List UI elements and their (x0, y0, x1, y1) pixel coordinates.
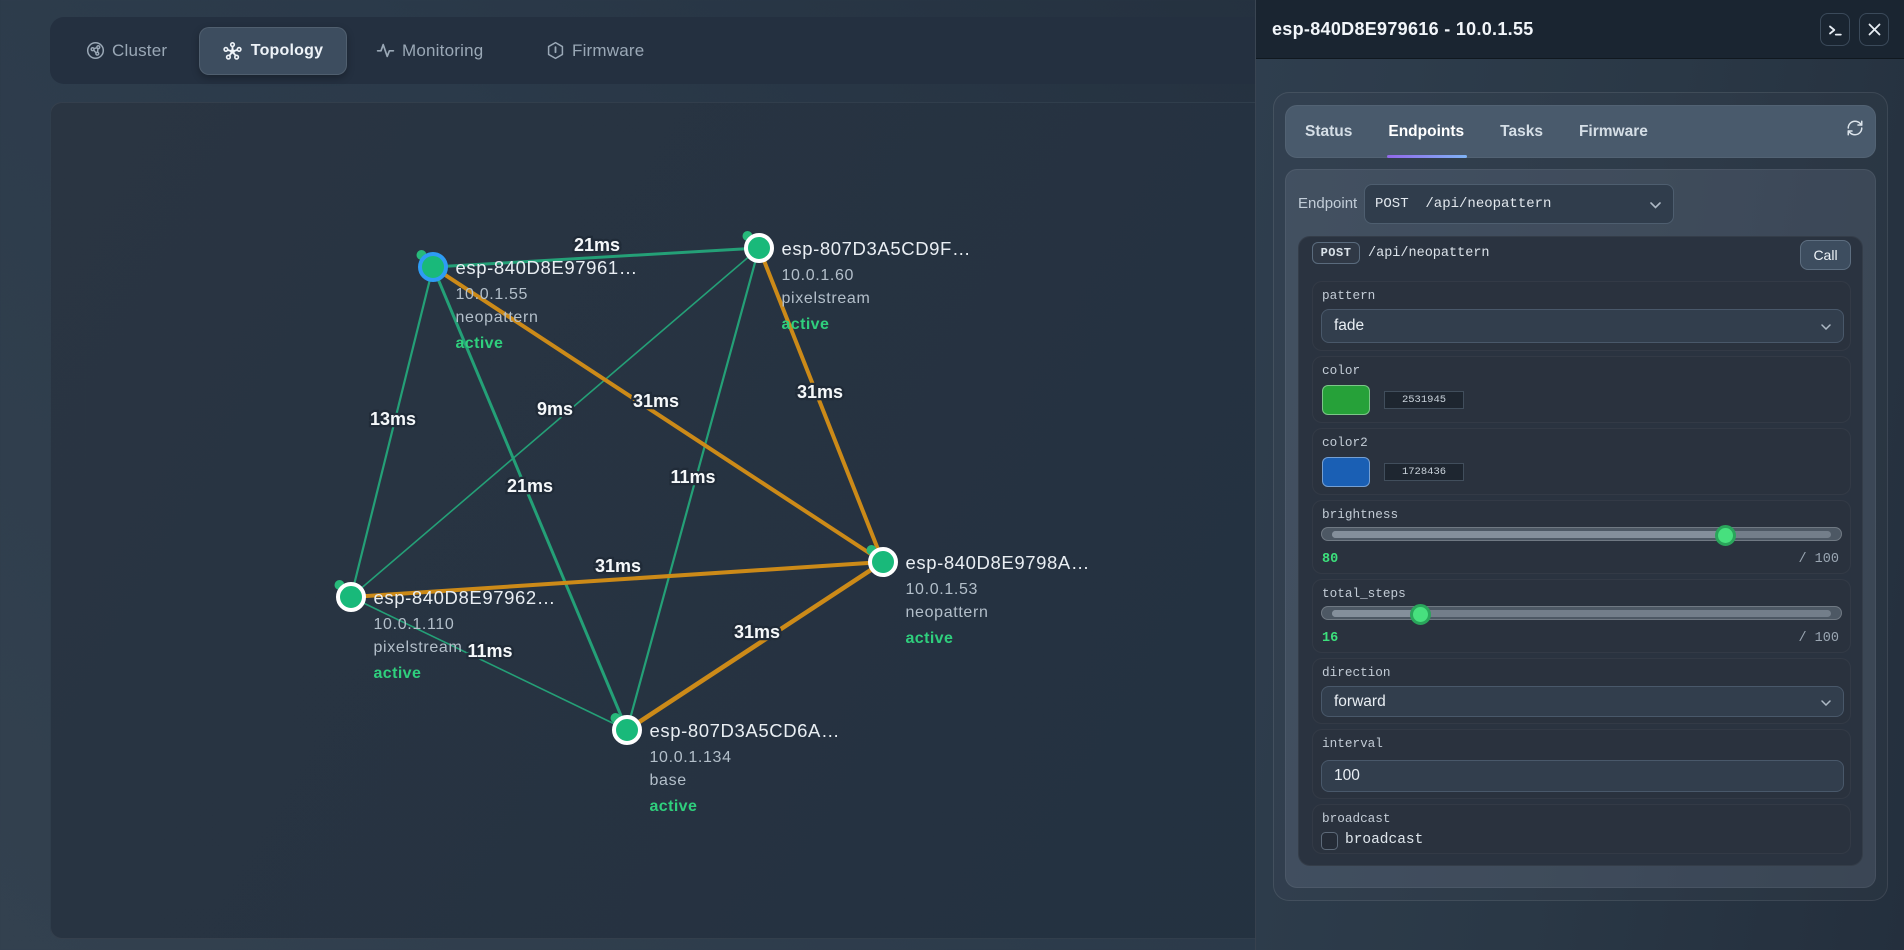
svg-text:9ms: 9ms (537, 399, 573, 419)
svg-text:esp-840D8E97961…: esp-840D8E97961… (456, 257, 638, 278)
svg-text:neopattern: neopattern (456, 309, 539, 326)
svg-text:11ms: 11ms (467, 641, 512, 661)
svg-text:active: active (374, 665, 422, 682)
svg-text:21ms: 21ms (507, 476, 553, 496)
svg-text:esp-840D8E9798A…: esp-840D8E9798A… (906, 552, 1090, 573)
svg-text:base: base (650, 772, 687, 789)
svg-text:10.0.1.134: 10.0.1.134 (650, 749, 732, 766)
svg-text:pixelstream: pixelstream (374, 639, 463, 656)
svg-text:active: active (782, 316, 830, 333)
svg-text:active: active (650, 798, 698, 815)
svg-text:13ms: 13ms (370, 409, 416, 429)
svg-text:21ms: 21ms (574, 235, 620, 255)
svg-text:10.0.1.60: 10.0.1.60 (782, 267, 855, 284)
svg-text:esp-807D3A5CD9F…: esp-807D3A5CD9F… (782, 238, 972, 259)
svg-text:31ms: 31ms (797, 382, 843, 402)
svg-text:esp-840D8E97962…: esp-840D8E97962… (374, 587, 556, 608)
svg-text:10.0.1.55: 10.0.1.55 (456, 286, 529, 303)
svg-text:10.0.1.53: 10.0.1.53 (906, 581, 979, 598)
svg-text:11ms: 11ms (670, 467, 715, 487)
svg-text:31ms: 31ms (734, 622, 780, 642)
svg-text:active: active (456, 335, 504, 352)
svg-text:31ms: 31ms (633, 391, 679, 411)
svg-text:esp-807D3A5CD6A…: esp-807D3A5CD6A… (650, 720, 841, 741)
svg-text:pixelstream: pixelstream (782, 290, 871, 307)
svg-text:active: active (906, 630, 954, 647)
svg-text:10.0.1.110: 10.0.1.110 (374, 616, 455, 633)
svg-text:neopattern: neopattern (906, 604, 989, 621)
svg-text:31ms: 31ms (595, 556, 641, 576)
